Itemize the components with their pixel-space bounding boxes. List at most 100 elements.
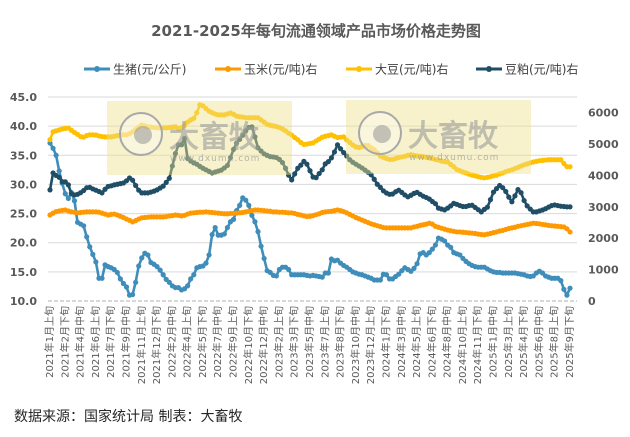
data-point (191, 115, 197, 121)
right-axis-tick-label: 4000 (588, 169, 619, 182)
series-3 (47, 124, 573, 215)
data-point (432, 242, 439, 248)
data-point (81, 223, 87, 229)
data-point (561, 286, 567, 292)
data-point (411, 265, 417, 271)
data-point (166, 175, 172, 181)
data-point (117, 276, 123, 282)
data-point (503, 188, 509, 195)
data-point (285, 172, 292, 178)
data-point (191, 272, 197, 278)
data-point (457, 252, 463, 258)
data-point (99, 275, 105, 281)
data-point (188, 276, 194, 282)
data-point (47, 137, 53, 143)
data-point (209, 231, 215, 238)
data-point (172, 150, 179, 157)
data-point (84, 234, 90, 240)
x-axis-tick-label: 2025年8月上旬 (548, 306, 561, 378)
data-point (47, 187, 53, 193)
data-point (71, 198, 78, 204)
data-point (331, 149, 338, 155)
data-point (484, 204, 491, 210)
x-axis-tick-label: 2025年9月下旬 (563, 306, 576, 378)
footer-source: 数据来源：国家统计局 制表：大畜牧 (14, 408, 242, 425)
right-axis-tick-label: 1000 (588, 264, 619, 277)
data-point (163, 179, 169, 185)
data-point (123, 284, 130, 290)
data-point (325, 159, 331, 165)
data-point (377, 184, 383, 190)
data-point (414, 261, 420, 267)
series-0 (47, 140, 573, 298)
data-point (99, 190, 105, 196)
series-2 (47, 102, 573, 181)
data-point (558, 157, 564, 163)
x-axis-tick-label: 2025年4月下旬 (517, 306, 530, 378)
x-axis-tick-label: 2024年11月下旬 (471, 306, 484, 384)
data-point (90, 251, 96, 257)
data-point (237, 202, 243, 209)
x-axis-tick-label: 2023年5月中旬 (303, 306, 316, 378)
gridlines (48, 96, 577, 273)
right-axis-tick-label: 0 (588, 295, 596, 308)
legend-label: 豆粕(元/吨)右 (505, 62, 578, 77)
data-point (448, 244, 454, 250)
left-axis-tick-label: 20.0 (10, 237, 37, 250)
data-point (441, 238, 448, 244)
data-point (178, 142, 185, 148)
data-point (298, 162, 304, 168)
x-axis: 2021年1月上旬 2021年2月下旬 2021年4月中旬 2021年6月上旬 2021… (43, 300, 577, 384)
data-point (53, 152, 59, 158)
legend-item-0: 生猪(元/公斤) (84, 63, 186, 77)
chart-title: 2021-2025年每旬流通领域产品市场价格走势图 (151, 22, 481, 40)
data-point (500, 185, 506, 191)
data-point (334, 142, 341, 148)
data-point (307, 168, 313, 174)
x-axis-tick-label: 2021年9月中旬 (119, 306, 132, 378)
data-point (304, 161, 310, 167)
left-axis-tick-label: 30.0 (10, 178, 37, 191)
data-point (518, 190, 524, 196)
legend-item-2: 大豆(元/吨)右 (346, 62, 448, 77)
data-point (319, 167, 325, 173)
data-point (509, 199, 515, 205)
x-axis-tick-label: 2024年6月下旬 (425, 306, 438, 378)
x-axis-tick-label: 2024年10月上旬 (456, 306, 469, 384)
x-axis-tick-label: 2023年8月下旬 (334, 306, 347, 378)
data-point (279, 159, 286, 166)
legend-label: 大豆(元/吨)右 (375, 62, 448, 77)
legend-label: 玉米(元/吨)右 (244, 62, 317, 77)
x-axis-tick-label: 2022年5月下旬 (196, 306, 209, 378)
data-point (255, 229, 261, 235)
data-point (243, 197, 249, 203)
x-axis-tick-label: 2023年2月上旬 (272, 306, 285, 378)
legend-swatch-marker (94, 66, 100, 72)
data-point (377, 277, 383, 283)
x-axis-tick-label: 2021年12月下旬 (150, 306, 163, 384)
data-point (313, 175, 319, 181)
data-point (212, 224, 218, 231)
data-point (56, 174, 62, 180)
data-point (233, 140, 240, 146)
data-point (206, 252, 212, 258)
legend-label: 生猪(元/公斤) (113, 63, 186, 77)
x-axis-tick-label: 2024年8月中旬 (441, 306, 454, 378)
data-point (50, 145, 56, 151)
data-point (567, 204, 573, 210)
data-point (230, 216, 237, 222)
data-point (62, 191, 68, 197)
left-axis-tick-label: 40.0 (10, 120, 37, 133)
x-axis-tick-label: 2025年3月上旬 (502, 306, 515, 378)
x-axis-tick-label: 2021年7月下旬 (104, 306, 117, 378)
data-point (154, 264, 160, 270)
data-point (160, 183, 166, 189)
left-axis-tick-label: 15.0 (10, 266, 37, 279)
data-point (558, 278, 564, 284)
data-point (341, 149, 347, 156)
data-point (285, 266, 292, 273)
right-axis-tick-label: 2000 (588, 232, 619, 245)
data-point (240, 132, 246, 138)
